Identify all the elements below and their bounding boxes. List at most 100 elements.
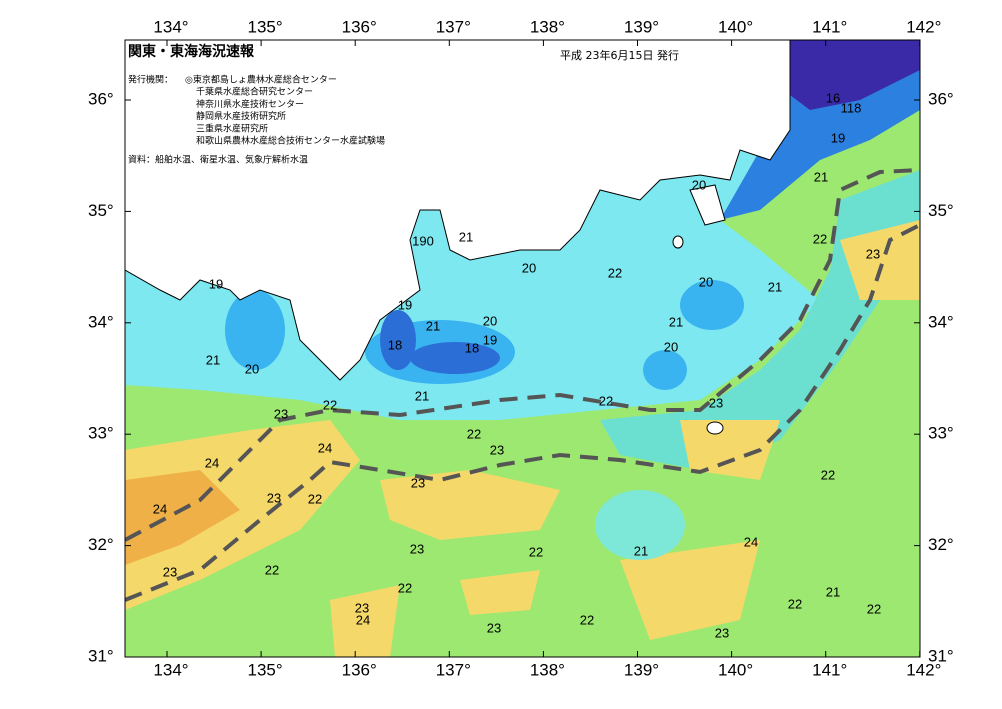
title: 関東・東海海況速報 bbox=[128, 43, 255, 60]
isotherm-label: 20 bbox=[245, 361, 259, 376]
isotherm-label: 21 bbox=[415, 388, 429, 403]
lon-tick-label: 139° bbox=[624, 660, 659, 679]
isotherm-label: 24 bbox=[153, 501, 167, 516]
issue-date: 平成 23年6月15日 発行 bbox=[560, 48, 679, 62]
isotherm-label: 22 bbox=[467, 426, 481, 441]
isotherm-label: 22 bbox=[308, 491, 322, 506]
isotherm-label: 16 bbox=[826, 90, 840, 105]
lat-tick-label: 35° bbox=[928, 201, 954, 220]
isotherm-label: 22 bbox=[599, 393, 613, 408]
isotherm-label: 20 bbox=[522, 260, 536, 275]
agency: ◎東京都島しょ農林水産総合センター bbox=[185, 74, 337, 86]
map-frame bbox=[124, 39, 921, 658]
lat-tick-label: 32° bbox=[928, 535, 954, 554]
lon-tick-label: 137° bbox=[436, 660, 471, 679]
isotherm-label: 22 bbox=[580, 612, 594, 627]
isotherm-label: 19 bbox=[209, 276, 223, 291]
isotherm-label: 23 bbox=[274, 406, 288, 421]
front bbox=[125, 168, 920, 542]
cold-patch bbox=[643, 350, 687, 390]
isotherm-label: 21 bbox=[826, 584, 840, 599]
land bbox=[125, 40, 791, 381]
island bbox=[706, 421, 724, 435]
lat-tick-label: 36° bbox=[88, 89, 114, 108]
front bbox=[125, 223, 920, 602]
map-area bbox=[125, 40, 920, 657]
lon-tick-label: 138° bbox=[530, 660, 565, 679]
isotherm-label: 20 bbox=[699, 274, 713, 289]
isotherm-label: 23 bbox=[487, 620, 501, 635]
isotherm-label: 190 bbox=[412, 233, 434, 248]
warm-patch bbox=[680, 420, 780, 480]
warm-patch bbox=[620, 540, 760, 640]
cold-core bbox=[410, 342, 500, 374]
lon-tick-label: 134° bbox=[153, 17, 188, 36]
lat-tick-label: 33° bbox=[928, 424, 954, 443]
isotherm-label: 21 bbox=[814, 169, 828, 184]
oyashio-core bbox=[790, 40, 920, 110]
island bbox=[672, 235, 684, 249]
isotherm-label: 24 bbox=[744, 534, 758, 549]
lat-tick-label: 31° bbox=[88, 646, 114, 665]
isotherm-label: 19 bbox=[831, 130, 845, 145]
land bbox=[689, 184, 726, 226]
lon-tick-label: 142° bbox=[906, 17, 941, 36]
lon-tick-label: 136° bbox=[342, 17, 377, 36]
isotherm-label: 24 bbox=[318, 440, 332, 455]
lon-tick-label: 140° bbox=[718, 17, 753, 36]
agency: 神奈川県水産技術センター bbox=[196, 98, 304, 110]
isotherm-label: 22 bbox=[821, 467, 835, 482]
isotherm-label: 22 bbox=[813, 231, 827, 246]
isotherm-label: 23 bbox=[709, 395, 723, 410]
lon-tick-label: 141° bbox=[812, 17, 847, 36]
isotherm-label: 20 bbox=[692, 177, 706, 192]
isotherm-label: 22 bbox=[788, 596, 802, 611]
isotherm-label: 23 bbox=[163, 564, 177, 579]
lon-tick-label: 141° bbox=[812, 660, 847, 679]
isotherm-label: 22 bbox=[323, 397, 337, 412]
lat-tick-label: 33° bbox=[88, 424, 114, 443]
cold-patch bbox=[225, 290, 285, 370]
isotherm-label: 23 bbox=[715, 625, 729, 640]
lat-tick-label: 36° bbox=[928, 89, 954, 108]
isotherm-label: 21 bbox=[459, 229, 473, 244]
agency: 和歌山県農林水産総合技術センター水産試験場 bbox=[196, 135, 385, 147]
warm-patch bbox=[125, 420, 360, 610]
cold-patch bbox=[680, 280, 744, 330]
publisher-label: 発行機関： bbox=[128, 74, 173, 86]
lat-tick-label: 31° bbox=[928, 646, 954, 665]
agency: 千葉県水産総合研究センター bbox=[196, 86, 313, 98]
lon-tick-label: 134° bbox=[153, 660, 188, 679]
isotherm-label: 21 bbox=[206, 352, 220, 367]
lon-tick-label: 140° bbox=[718, 660, 753, 679]
isotherm-label: 19 bbox=[398, 297, 412, 312]
cold-core bbox=[380, 310, 416, 370]
isotherm-label: 23 bbox=[355, 600, 369, 615]
isotherm-label: 21 bbox=[669, 314, 683, 329]
isotherm-label: 23 bbox=[866, 246, 880, 261]
isotherm-label: 23 bbox=[490, 442, 504, 457]
isotherm-label: 24 bbox=[356, 612, 370, 627]
kuroshio-edge bbox=[600, 170, 920, 470]
agency: 静岡県水産技術研究所 bbox=[196, 110, 286, 122]
isotherm-label: 18 bbox=[465, 340, 479, 355]
lon-tick-label: 139° bbox=[624, 17, 659, 36]
warm-patch bbox=[330, 585, 400, 657]
agency: 三重県水産研究所 bbox=[196, 122, 268, 134]
isotherm-label: 18 bbox=[388, 337, 402, 352]
isotherm-label: 118 bbox=[841, 100, 862, 115]
hot-patch bbox=[125, 470, 240, 565]
isotherm-label: 21 bbox=[768, 279, 782, 294]
lat-tick-label: 34° bbox=[928, 312, 954, 331]
lon-tick-label: 142° bbox=[906, 660, 941, 679]
lon-tick-label: 138° bbox=[530, 17, 565, 36]
isotherm-label: 22 bbox=[398, 580, 412, 595]
isotherm-label: 22 bbox=[608, 265, 622, 280]
lat-tick-label: 34° bbox=[88, 312, 114, 331]
lon-tick-label: 136° bbox=[342, 660, 377, 679]
isotherm-label: 21 bbox=[426, 318, 440, 333]
isotherm-label: 19 bbox=[483, 332, 497, 347]
source: 資料：船舶水温、衛星水温、気象庁解析水温 bbox=[128, 154, 308, 166]
